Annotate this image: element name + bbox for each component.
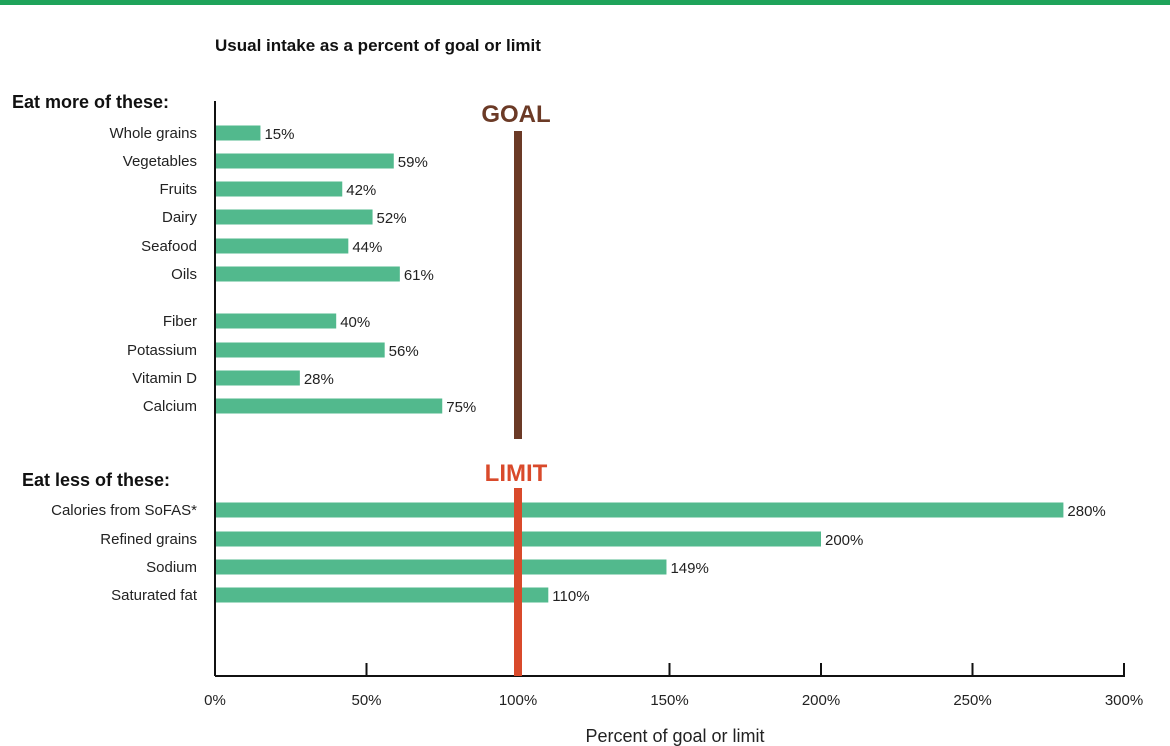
bar: [216, 559, 667, 575]
reference-label: LIMIT: [485, 460, 548, 487]
section-label-eat-less: Eat less of these:: [22, 470, 170, 490]
value-label: 56%: [389, 343, 419, 360]
category-label: Dairy: [162, 209, 198, 226]
bar: [216, 587, 549, 603]
value-label: 61%: [404, 267, 434, 284]
reference-label: GOAL: [481, 101, 550, 128]
reference-lines-layer: GOAL LIMIT: [481, 101, 551, 676]
section-label-eat-more: Eat more of these:: [12, 92, 169, 112]
x-tick-label: 250%: [953, 692, 991, 709]
category-label: Vitamin D: [132, 370, 197, 387]
category-label: Saturated fat: [111, 587, 198, 604]
x-tick-label: 100%: [499, 692, 537, 709]
bar: [216, 342, 385, 358]
bar: [216, 502, 1064, 518]
value-label: 280%: [1067, 503, 1105, 520]
value-label: 40%: [340, 314, 370, 331]
bar: [216, 313, 337, 329]
x-tick-label: 0%: [204, 692, 226, 709]
value-label: 44%: [352, 239, 382, 256]
value-label: 75%: [446, 399, 476, 416]
bar: [216, 181, 343, 197]
bars-layer: Whole grains 15% Vegetables 59% Fruits 42% Dai…: [51, 125, 1106, 605]
value-label: 110%: [552, 588, 589, 605]
bar: [216, 209, 373, 225]
bar: [216, 266, 400, 282]
x-tick-label: 150%: [650, 692, 688, 709]
value-label: 59%: [398, 154, 428, 171]
top-accent-stripe: [0, 0, 1170, 5]
category-label: Calcium: [143, 398, 197, 415]
category-label: Sodium: [146, 559, 197, 576]
category-label: Potassium: [127, 342, 197, 359]
category-label: Refined grains: [100, 531, 197, 548]
value-label: 200%: [825, 532, 863, 549]
category-label: Fruits: [160, 181, 198, 198]
x-tick-label: 300%: [1105, 692, 1143, 709]
category-label: Vegetables: [123, 153, 197, 170]
bar: [216, 238, 349, 254]
x-tick-label: 50%: [351, 692, 381, 709]
category-label: Calories from SoFAS*: [51, 502, 197, 519]
chart-title: Usual intake as a percent of goal or lim…: [215, 36, 541, 55]
bar: [216, 125, 261, 141]
value-label: 42%: [346, 182, 376, 199]
axes-layer: 0% 50% 100% 150% 200% 250% 300%: [204, 101, 1143, 709]
reference-line: [514, 488, 522, 676]
category-label: Whole grains: [109, 125, 197, 142]
value-label: 52%: [377, 210, 407, 227]
bar: [216, 153, 394, 169]
value-label: 28%: [304, 371, 334, 388]
x-axis-label: Percent of goal or limit: [585, 726, 764, 746]
value-label: 15%: [264, 126, 294, 143]
value-label: 149%: [670, 560, 708, 577]
category-label: Seafood: [141, 238, 197, 255]
category-label: Fiber: [163, 313, 197, 330]
bar: [216, 398, 443, 414]
x-tick-label: 200%: [802, 692, 840, 709]
bar: [216, 370, 300, 386]
category-label: Oils: [171, 266, 197, 283]
reference-line: [514, 131, 522, 439]
